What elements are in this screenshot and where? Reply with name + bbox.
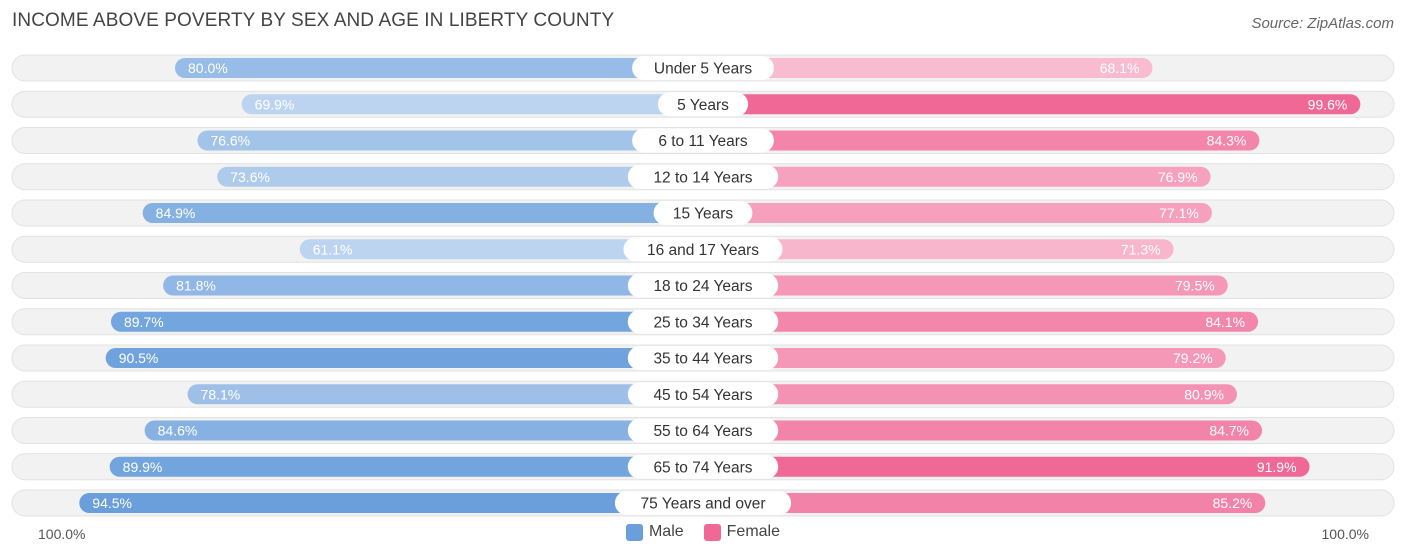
value-label-male: 90.5% xyxy=(119,350,159,366)
legend-swatch-male xyxy=(625,523,643,541)
category-pill xyxy=(627,454,779,479)
axis-left-label: 100.0% xyxy=(38,526,86,542)
category-label: 65 to 74 Years xyxy=(653,459,752,476)
bar-female xyxy=(703,239,1174,260)
bar-male xyxy=(105,348,703,368)
value-label-male: 69.9% xyxy=(255,96,295,112)
category-label: 12 to 14 Years xyxy=(653,169,752,186)
value-label-female: 76.9% xyxy=(1158,169,1198,185)
category-pill xyxy=(627,382,779,407)
legend-swatch-female xyxy=(703,523,721,541)
bar-male xyxy=(110,311,704,332)
value-label-female: 79.2% xyxy=(1173,350,1213,366)
bar-female xyxy=(703,493,1266,513)
value-label-female: 91.9% xyxy=(1257,459,1297,475)
category-label: 25 to 34 Years xyxy=(653,314,752,331)
value-label-female: 79.5% xyxy=(1175,278,1215,294)
value-label-female: 85.2% xyxy=(1213,495,1253,511)
bar-female xyxy=(703,456,1310,477)
category-pill xyxy=(627,346,779,370)
bar-female xyxy=(703,275,1228,296)
category-pill xyxy=(623,237,783,262)
category-pill xyxy=(627,273,779,298)
value-label-male: 89.9% xyxy=(123,459,163,475)
category-pill xyxy=(653,201,753,225)
bar-male xyxy=(217,166,704,187)
chart-title: INCOME ABOVE POVERTY BY SEX AND AGE IN L… xyxy=(12,10,615,31)
value-label-male: 73.6% xyxy=(230,169,270,185)
category-label: 15 Years xyxy=(673,206,734,223)
legend-label-male: Male xyxy=(648,523,684,540)
category-label: 6 to 11 Years xyxy=(658,133,748,150)
legend-item-male: Male xyxy=(625,523,684,541)
chart-legend: Male Female xyxy=(0,523,1406,541)
bar-male xyxy=(175,58,703,78)
bar-female xyxy=(703,311,1259,332)
category-label: 5 Years xyxy=(677,97,729,114)
category-label: Under 5 Years xyxy=(654,61,752,78)
value-label-female: 99.6% xyxy=(1308,96,1348,112)
value-label-female: 80.9% xyxy=(1184,386,1224,402)
bar-male xyxy=(187,384,704,405)
category-label: 75 Years and over xyxy=(641,496,766,513)
category-label: 16 and 17 Years xyxy=(647,242,759,259)
category-label: 18 to 24 Years xyxy=(653,278,752,295)
category-pill xyxy=(614,491,792,515)
bar-female xyxy=(703,384,1237,405)
value-label-female: 77.1% xyxy=(1159,205,1199,221)
bar-female xyxy=(703,420,1263,441)
bar-male xyxy=(109,456,703,477)
value-label-male: 89.7% xyxy=(124,314,164,330)
bar-female xyxy=(703,203,1212,223)
value-label-male: 78.1% xyxy=(201,386,241,402)
bar-female xyxy=(703,166,1211,187)
bar-male xyxy=(79,493,704,513)
category-pill xyxy=(657,92,749,117)
chart-plot: 80.0% 68.1% Under 5 Years 69.9% 99.6% 5 Years… xyxy=(11,54,1395,517)
category-pill xyxy=(632,56,774,80)
value-label-male: 84.9% xyxy=(156,205,196,221)
value-label-male: 84.6% xyxy=(158,423,198,439)
value-label-male: 81.8% xyxy=(176,278,216,294)
bar-female xyxy=(703,130,1260,151)
legend-item-female: Female xyxy=(703,523,781,541)
category-pill xyxy=(627,164,779,189)
value-label-female: 84.1% xyxy=(1205,314,1245,330)
bar-male xyxy=(299,239,703,260)
bar-male xyxy=(163,275,703,296)
chart-source: Source: ZipAtlas.com xyxy=(1251,15,1394,32)
bar-male xyxy=(144,420,703,441)
value-label-female: 84.3% xyxy=(1207,133,1247,149)
category-pill xyxy=(627,418,779,443)
category-pill xyxy=(627,309,779,334)
category-label: 55 to 64 Years xyxy=(653,423,752,440)
value-label-male: 94.5% xyxy=(92,495,132,511)
bar-male xyxy=(197,130,703,151)
value-label-female: 68.1% xyxy=(1100,60,1140,76)
bar-male xyxy=(241,94,703,115)
value-label-female: 71.3% xyxy=(1121,241,1161,257)
bar-female xyxy=(703,94,1361,115)
value-label-male: 76.6% xyxy=(210,133,250,149)
category-pill xyxy=(632,128,774,153)
category-label: 45 to 54 Years xyxy=(653,387,752,404)
bar-male xyxy=(142,203,703,223)
bar-female xyxy=(703,58,1153,78)
bar-female xyxy=(703,348,1226,368)
axis-right-label: 100.0% xyxy=(1321,526,1369,542)
category-label: 35 to 44 Years xyxy=(653,351,752,368)
legend-label-female: Female xyxy=(726,523,781,540)
value-label-male: 80.0% xyxy=(188,60,228,76)
value-label-female: 84.7% xyxy=(1209,423,1249,439)
value-label-male: 61.1% xyxy=(313,241,353,257)
